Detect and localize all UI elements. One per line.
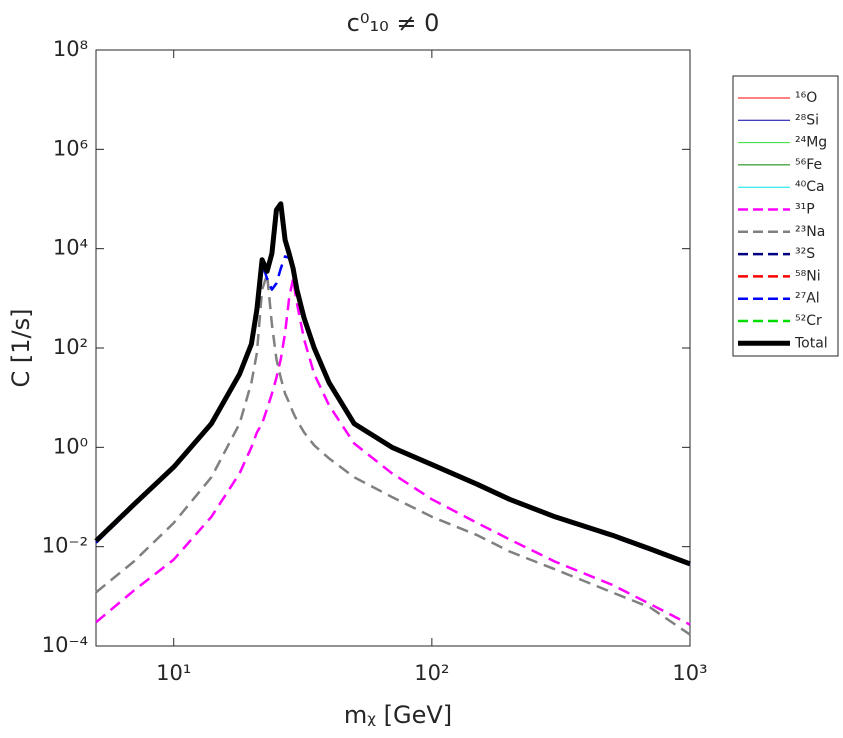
- x-tick-label: 10¹: [156, 661, 191, 685]
- y-tick-label: 10⁴: [53, 236, 88, 260]
- series-line: [94, 201, 691, 567]
- legend-label: ⁵⁸Ni: [795, 268, 821, 284]
- legend-box: [732, 75, 839, 357]
- y-tick-label: 10⁻²: [42, 534, 88, 558]
- legend-label: ²⁸Si: [795, 112, 819, 128]
- chart-title: c⁰₁₀ ≠ 0: [347, 9, 440, 37]
- legend-label: ²⁷Al: [795, 291, 820, 307]
- legend-label: ⁵²Cr: [795, 313, 822, 329]
- x-tick-label: 10²: [414, 661, 449, 685]
- legend-label: ³¹P: [795, 202, 815, 218]
- legend-label: ²⁴Mg: [795, 135, 827, 151]
- legend-label: ⁵⁶Fe: [795, 157, 822, 173]
- series-line: [95, 255, 691, 567]
- legend-label: Total: [794, 335, 828, 351]
- legend-label: ⁴⁰Ca: [795, 179, 825, 195]
- y-tick-label: 10⁶: [53, 136, 88, 160]
- x-tick-label: 10³: [672, 661, 707, 685]
- y-tick-label: 10²: [53, 335, 88, 359]
- series-line: [95, 273, 691, 636]
- legend-label: ²³Na: [795, 224, 825, 240]
- y-tick-label: 10⁰: [53, 434, 88, 458]
- y-axis-label: C [1/s]: [7, 309, 35, 388]
- plot-frame: [95, 49, 691, 647]
- x-axis-label: mᵪ [GeV]: [344, 701, 452, 729]
- series-line: [95, 277, 691, 626]
- legend-label: ¹⁶O: [795, 90, 817, 106]
- y-tick-label: 10⁸: [53, 37, 88, 61]
- legend-label: ³²S: [795, 246, 815, 262]
- y-tick-label: 10⁻⁴: [42, 633, 88, 657]
